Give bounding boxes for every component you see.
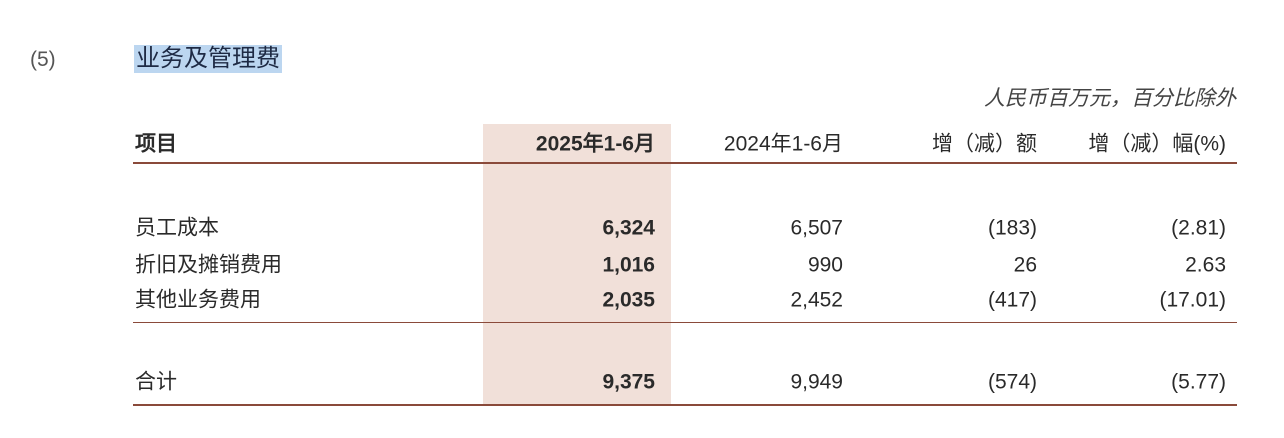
- total-value: (5.77): [1171, 370, 1226, 394]
- value-cell: (2.81): [1171, 216, 1226, 240]
- value-cell: 990: [807, 253, 843, 277]
- value-cell: 26: [1013, 253, 1037, 277]
- header-rule: [133, 162, 1237, 164]
- section-title: 业务及管理费: [134, 45, 282, 73]
- value-cell: 2,452: [790, 288, 843, 312]
- row-label: 折旧及摊销费用: [135, 253, 282, 277]
- subtotal-rule: [133, 322, 1237, 323]
- header-cell: 2024年1-6月: [723, 132, 843, 156]
- value-cell: 2.63: [1185, 253, 1226, 277]
- row-label: 员工成本: [135, 216, 219, 240]
- value-cell: 1,016: [602, 253, 655, 277]
- value-cell: (417): [987, 288, 1037, 312]
- total-value: 9,375: [602, 370, 655, 394]
- bottom-rule: [133, 404, 1237, 406]
- value-cell: (17.01): [1159, 288, 1226, 312]
- total-value: (574): [987, 370, 1037, 394]
- total-label: 合计: [135, 370, 177, 394]
- section-number: (5): [30, 48, 56, 71]
- total-value: 9,949: [790, 370, 843, 394]
- value-cell: 6,507: [790, 216, 843, 240]
- value-cell: 2,035: [602, 288, 655, 312]
- header-cell: 增（减）额: [932, 132, 1037, 156]
- header-cell: 增（减）幅(%): [1088, 132, 1226, 156]
- value-cell: (183): [987, 216, 1037, 240]
- row-label: 其他业务费用: [135, 288, 261, 312]
- shaded-column: [483, 124, 671, 406]
- header-cell: 2025年1-6月: [535, 132, 655, 156]
- unit-note: 人民币百万元，百分比除外: [984, 87, 1236, 110]
- header-cell: 项目: [135, 132, 177, 156]
- value-cell: 6,324: [602, 216, 655, 240]
